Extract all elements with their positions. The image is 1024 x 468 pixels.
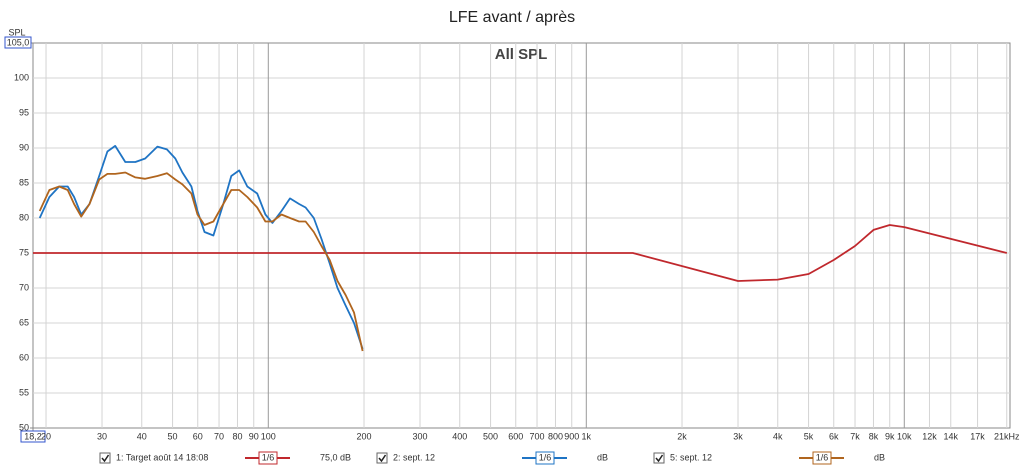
x-tick-label: 500 <box>483 431 498 441</box>
x-tick-label: 6k <box>829 431 839 441</box>
legend-smoothing: 1/6 <box>262 452 275 462</box>
x-tick-label: 50 <box>168 431 178 441</box>
series-line <box>38 171 364 352</box>
legend-smoothing: 1/6 <box>816 452 829 462</box>
x-tick-label: 21kHz <box>994 431 1020 441</box>
x-tick-label: 7k <box>850 431 860 441</box>
legend-checkbox <box>653 452 665 464</box>
legend-check <box>655 454 664 463</box>
x-tick-label: 900 <box>564 431 579 441</box>
legend-level: dB <box>874 452 885 462</box>
x-tick-label: 20 <box>41 431 51 441</box>
x-tick-label: 14k <box>943 431 958 441</box>
x-tick-label: 4k <box>773 431 783 441</box>
x-limit-box <box>20 430 46 443</box>
y-tick-label: 60 <box>19 352 29 362</box>
y-tick-label: 50 <box>19 422 29 432</box>
y-axis-label: SPL <box>8 27 25 37</box>
y-tick-label: 85 <box>19 177 29 187</box>
legend-level: 75,0 dB <box>320 452 351 462</box>
x-tick-label: 30 <box>97 431 107 441</box>
y-tick-label: 80 <box>19 212 29 222</box>
plot-area <box>32 42 1011 429</box>
x-tick-label: 90 <box>249 431 259 441</box>
y-tick-label: 100 <box>14 72 29 82</box>
legend-level: dB <box>597 452 608 462</box>
x-tick-label: 10k <box>897 431 912 441</box>
x-tick-label: 100 <box>261 431 276 441</box>
x-tick-label: 3k <box>733 431 743 441</box>
legend-label: 2: sept. 12 <box>393 452 435 462</box>
legend-smoothing: 1/6 <box>539 452 552 462</box>
x-tick-label: 60 <box>193 431 203 441</box>
legend-checkbox <box>376 452 388 464</box>
x-tick-label: 12k <box>922 431 937 441</box>
x-tick-label: 400 <box>452 431 467 441</box>
x-tick-label: 17k <box>970 431 985 441</box>
chart-subtitle: All SPL <box>495 46 548 63</box>
x-tick-label: 5k <box>804 431 814 441</box>
y-tick-label: 65 <box>19 317 29 327</box>
y-tick-label: 55 <box>19 387 29 397</box>
chart-title: LFE avant / après <box>449 9 575 26</box>
legend-smoothing-box <box>812 451 832 465</box>
legend-check <box>101 454 110 463</box>
x-tick-label: 8k <box>869 431 879 441</box>
y-tick-label: 70 <box>19 282 29 292</box>
legend-checkbox <box>99 452 111 464</box>
y-tick-label: 90 <box>19 142 29 152</box>
legend-smoothing-box <box>258 451 278 465</box>
legend-label: 5: sept. 12 <box>670 452 712 462</box>
y-limit-box <box>4 36 32 49</box>
x-tick-label: 1k <box>582 431 592 441</box>
x-tick-label: 600 <box>508 431 523 441</box>
x-tick-label: 2k <box>677 431 687 441</box>
grid <box>33 43 1010 428</box>
y-tick-label: 75 <box>19 247 29 257</box>
x-tick-label: 700 <box>530 431 545 441</box>
legend-label: 1: Target août 14 18:08 <box>116 452 208 462</box>
y-tick-label: 95 <box>19 107 29 117</box>
x-tick-label: 70 <box>214 431 224 441</box>
x-tick-label: 9k <box>885 431 895 441</box>
x-tick-label: 18,2 <box>24 431 42 441</box>
series-line <box>33 224 1008 282</box>
x-tick-label: 40 <box>137 431 147 441</box>
legend-smoothing-box <box>535 451 555 465</box>
x-tick-label: 800 <box>548 431 563 441</box>
x-tick-label: 200 <box>357 431 372 441</box>
legend-check <box>378 454 387 463</box>
y-tick-label: 105,0 <box>7 37 30 47</box>
x-tick-label: 300 <box>413 431 428 441</box>
x-tick-label: 80 <box>232 431 242 441</box>
